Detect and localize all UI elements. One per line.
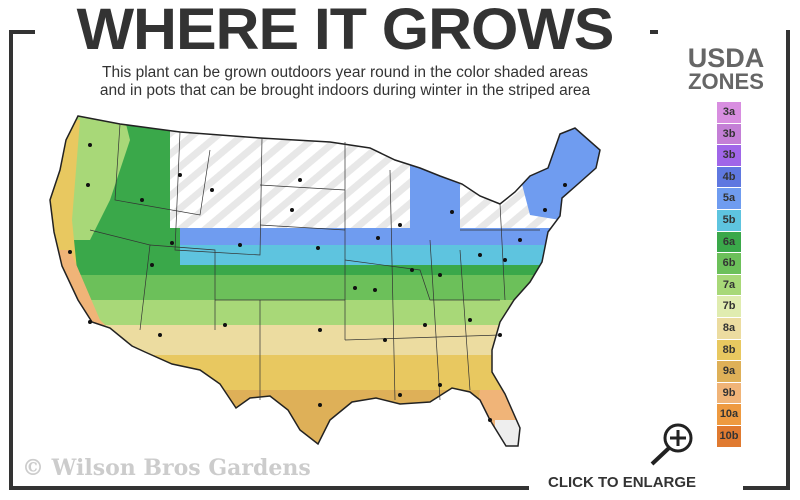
legend-title-line-2: ZONES: [688, 69, 764, 94]
zone-swatch-6a: 6a: [717, 231, 741, 253]
zone-swatch-3b: 3b: [717, 145, 741, 166]
zone-swatch-8b: 8b: [717, 339, 741, 361]
zone-5a-michigan: [410, 150, 460, 230]
frame-border-left: [9, 30, 13, 490]
zone-swatch-4b: 4b: [717, 166, 741, 188]
zone-swatch-5b: 5b: [717, 209, 741, 231]
zone-swatch-3b: 3b: [717, 123, 741, 145]
legend-title: USDA ZONES: [668, 43, 784, 94]
frame-border-right: [786, 30, 790, 490]
zone-swatch-3a: 3a: [717, 102, 741, 123]
zone-swatch-5a: 5a: [717, 188, 741, 209]
page-title: WHERE IT GROWS: [76, 0, 615, 62]
capital-dots: [68, 143, 567, 422]
zone-swatch-9a: 9a: [717, 361, 741, 382]
subtitle-line-2: and in pots that can be brought indoors …: [99, 82, 591, 99]
zone-swatch-10b: 10b: [717, 425, 741, 447]
striped-area: [170, 116, 570, 228]
zoom-in-icon: [650, 423, 693, 466]
frame-border-top-right: [650, 30, 658, 34]
subtitle: This plant can be grown outdoors year ro…: [40, 64, 650, 100]
click-to-enlarge-label: CLICK TO ENLARGE: [548, 474, 697, 491]
frame-border-top-left: [9, 30, 35, 34]
zone-legend: 3a 3b 3b 4b 5a 5b 6a 6b 7a 7b 8a 8b 9a 9b 10a 10b: [717, 102, 741, 448]
zone-10-florida: [495, 420, 530, 446]
frame-border-bottom: [9, 486, 529, 490]
state-borders: [89, 123, 540, 401]
subtitle-line-1: This plant can be grown outdoors year ro…: [102, 64, 588, 81]
zone-swatch-7a: 7a: [717, 274, 741, 296]
legend-title-line-1: USDA: [687, 43, 765, 73]
zone-swatch-9b: 9b: [717, 382, 741, 404]
zone-swatch-10a: 10a: [717, 404, 741, 425]
zone-swatch-6b: 6b: [717, 253, 741, 274]
watermark: © Wilson Bros Gardens: [22, 455, 311, 481]
zone-swatch-8a: 8a: [717, 317, 741, 339]
zone-swatch-7b: 7b: [717, 296, 741, 317]
click-to-enlarge-button[interactable]: CLICK TO ENLARGE: [540, 420, 740, 492]
frame-border-bottom-right: [743, 486, 790, 490]
